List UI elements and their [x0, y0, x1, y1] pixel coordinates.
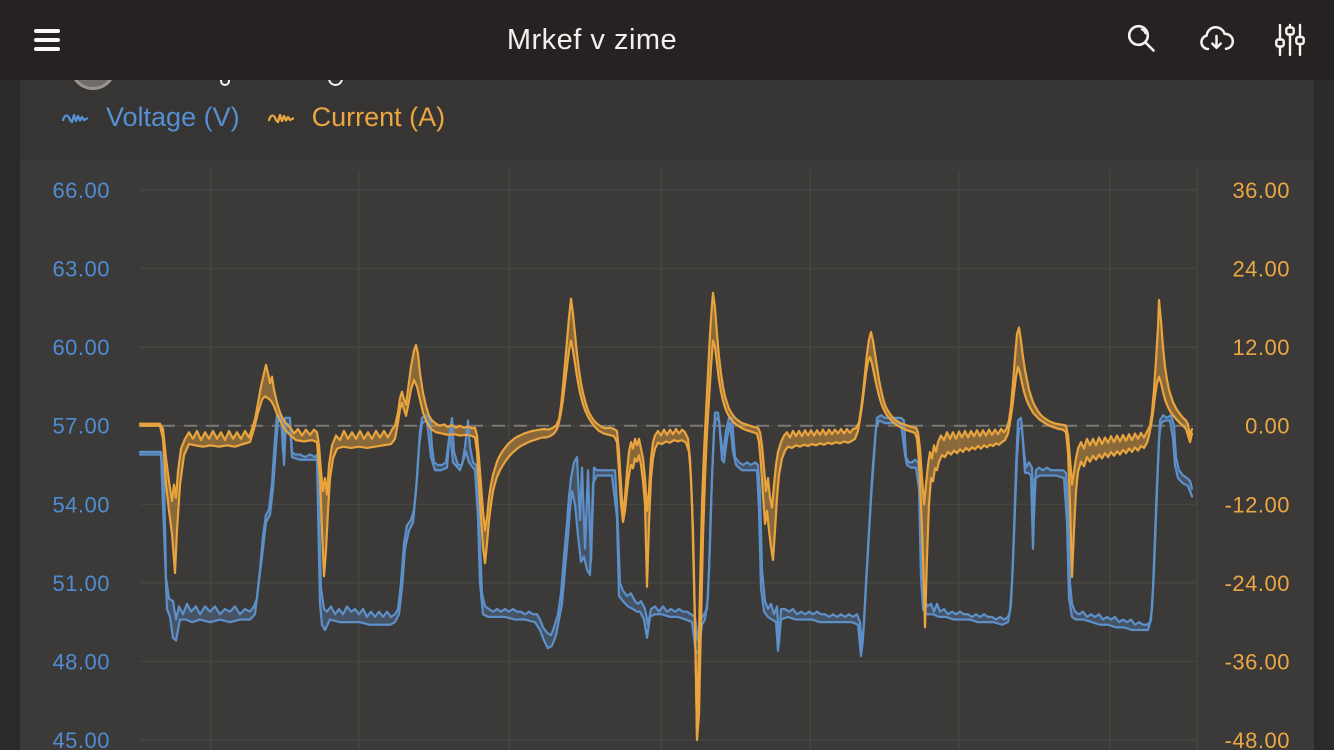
chart-legend: Voltage (V) Current (A) — [62, 102, 445, 133]
avatar[interactable] — [70, 80, 116, 90]
y-axis-tick-right: -12.00 — [1225, 492, 1290, 517]
legend-item-current[interactable]: Current (A) — [267, 102, 446, 133]
legend-item-voltage[interactable]: Voltage (V) — [62, 102, 240, 133]
line-chart: 66.00 63.00 60.00 57.00 54.00 51.00 48.00 45.00… — [52, 170, 1290, 750]
legend-label: Current (A) — [311, 102, 446, 132]
series-line — [138, 339, 1194, 742]
y-axis-tick-right: 0.00 — [1245, 414, 1290, 439]
waveform-icon — [62, 113, 89, 123]
y-axis-tick-right: -36.00 — [1225, 649, 1290, 674]
sliders-icon[interactable] — [1272, 22, 1308, 58]
series-line — [138, 291, 1194, 738]
y-axis-tick-left: 54.00 — [52, 492, 110, 517]
y-axis-tick-right: -24.00 — [1225, 571, 1290, 596]
waveform-icon — [267, 113, 294, 123]
cloud-download-icon[interactable] — [1196, 22, 1236, 58]
page-title: Mrkef v zime — [506, 23, 678, 56]
legend-label: Voltage (V) — [106, 102, 240, 132]
y-axis-tick-left: 45.00 — [52, 728, 110, 750]
y-axis-tick-right: 36.00 — [1232, 178, 1290, 203]
chart-panel[interactable]: 66.00 63.00 60.00 57.00 54.00 51.00 48.00 45.00… — [20, 160, 1314, 750]
y-axis-tick-left: 63.00 — [52, 257, 110, 282]
chart-card: Voltage (V) Current (A) 66.00 63.00 60.00 5… — [20, 80, 1314, 750]
menu-icon[interactable] — [34, 29, 60, 51]
y-axis-tick-right: -48.00 — [1225, 728, 1290, 750]
search-icon[interactable] — [1124, 22, 1160, 58]
y-axis-tick-left: 48.00 — [52, 649, 110, 674]
clipped-text-descender — [220, 80, 230, 86]
y-axis-tick-left: 57.00 — [52, 414, 110, 439]
y-axis-tick-right: 24.00 — [1232, 257, 1290, 282]
y-axis-tick-left: 66.00 — [52, 178, 110, 203]
y-axis-tick-right: 12.00 — [1232, 335, 1290, 360]
clipped-text-descender — [328, 80, 343, 86]
navbar: Mrkef v zime — [0, 0, 1334, 80]
y-axis-tick-left: 51.00 — [52, 571, 110, 596]
y-axis-tick-left: 60.00 — [52, 335, 110, 360]
navbar-actions — [1124, 22, 1308, 58]
